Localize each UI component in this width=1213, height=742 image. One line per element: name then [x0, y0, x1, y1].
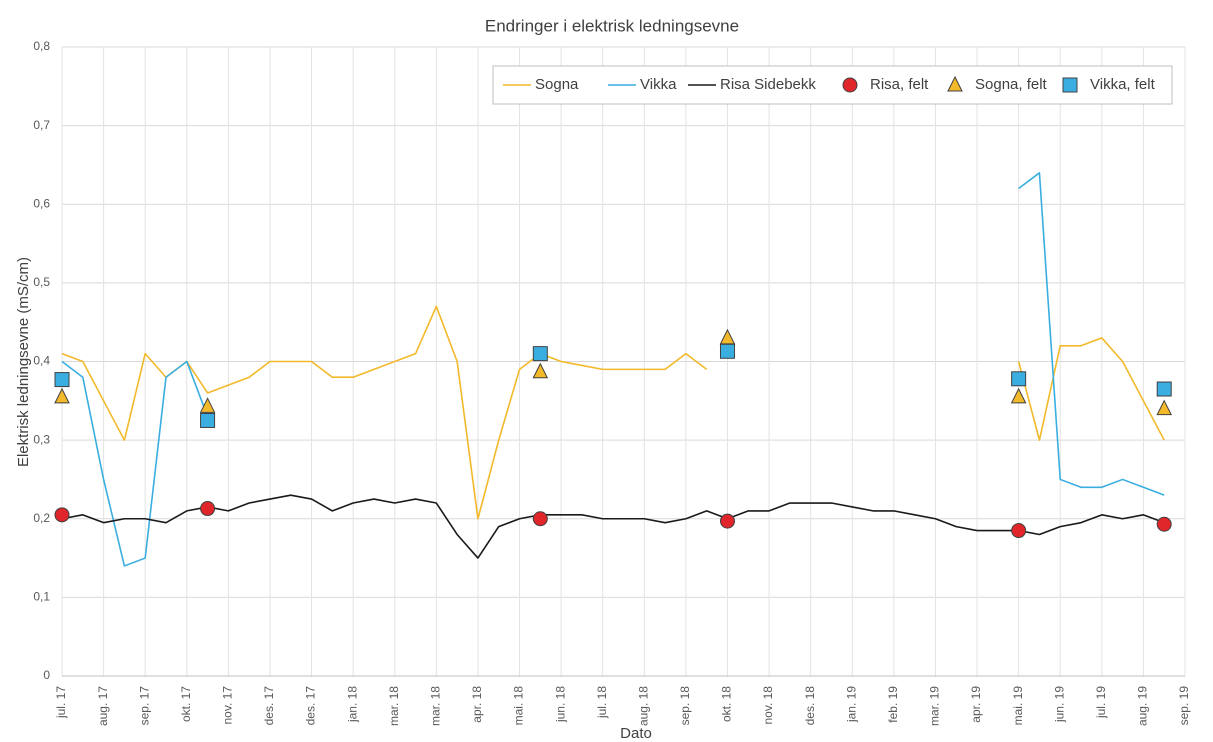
x-axis-title: Dato — [620, 725, 652, 742]
legend-swatch — [1062, 77, 1078, 93]
x-tick-label: aug. 17 — [96, 686, 110, 726]
x-tick-label: feb. 19 — [886, 686, 900, 723]
legend-label: Vikka — [640, 76, 677, 93]
y-axis-title: Elektrisk ledningsevne (mS/cm) — [15, 257, 32, 467]
point — [1011, 523, 1027, 539]
x-tick-label: jan. 19 — [844, 686, 858, 723]
point — [200, 412, 216, 428]
legend-box — [492, 65, 1173, 105]
x-tick-label: jun. 19 — [1052, 686, 1066, 723]
chart-title: Endringer i elektrisk ledningsevne — [485, 16, 739, 35]
x-tick-label: mai. 18 — [512, 686, 526, 726]
legend: Sogna Vikka Risa Sidebekk Risa, felt Sogna, … — [492, 65, 1173, 105]
legend-swatch — [842, 77, 858, 93]
y-tick-label: 0,3 — [33, 432, 50, 446]
legend-label: Risa Sidebekk — [720, 76, 816, 93]
x-tick-label: aug. 18 — [636, 686, 650, 726]
x-tick-label: aug. 19 — [1136, 686, 1150, 726]
legend-label: Sogna — [535, 76, 579, 93]
point — [1156, 381, 1172, 397]
point — [532, 346, 548, 362]
x-tick-label: mar. 18 — [387, 686, 401, 726]
x-tick-label: des. 17 — [262, 686, 276, 726]
point — [54, 507, 70, 523]
x-tick-label: sep. 19 — [1177, 686, 1191, 726]
x-tick-label: nov. 18 — [761, 686, 775, 725]
series-line — [61, 360, 209, 567]
point — [719, 513, 735, 529]
x-tick-label: sep. 18 — [678, 686, 692, 726]
point — [719, 343, 735, 359]
point — [1011, 371, 1027, 387]
x-tick-label: jun. 18 — [553, 686, 567, 723]
x-tick-label: jan. 18 — [345, 686, 359, 723]
x-tick-label: okt. 17 — [179, 686, 193, 722]
plot-area — [54, 172, 1173, 567]
y-tick-label: 0,8 — [33, 39, 50, 53]
y-tick-label: 0,6 — [33, 196, 50, 210]
series-line — [61, 494, 1165, 559]
x-tick-label: apr. 18 — [470, 686, 484, 723]
y-tick-label: 0,1 — [33, 590, 50, 604]
y-tick-label: 0 — [43, 668, 50, 682]
y-tick-label: 0,4 — [33, 354, 50, 368]
point — [532, 511, 548, 527]
x-tick-label: mar. 19 — [928, 686, 942, 726]
point — [54, 387, 70, 404]
y-tick-label: 0,7 — [33, 118, 50, 132]
x-tick-label: okt. 18 — [720, 686, 734, 722]
point — [199, 397, 216, 413]
grid: 0 0,1 0,2 0,3 0,4 0,5 0,6 0,7 0,8 jul. 17 aug. 17 s… — [33, 39, 1191, 726]
legend-label: Vikka, felt — [1090, 76, 1156, 93]
x-tick-label: des. 17 — [304, 686, 318, 726]
point — [1010, 387, 1027, 404]
y-tick-label: 0,5 — [33, 275, 50, 289]
x-tick-label: apr. 19 — [969, 686, 983, 723]
x-tick-label: jul. 17 — [54, 686, 68, 719]
x-tick-label: mai. 19 — [1011, 686, 1025, 726]
point — [1156, 399, 1173, 416]
x-tick-label: mar. 18 — [429, 686, 443, 726]
legend-label: Risa, felt — [870, 76, 929, 93]
x-tick-label: jul. 19 — [1094, 686, 1108, 719]
point — [54, 372, 70, 388]
x-tick-label: nov. 17 — [221, 686, 235, 725]
point — [532, 362, 549, 379]
y-tick-label: 0,2 — [33, 511, 50, 525]
x-tick-label: sep. 17 — [137, 686, 151, 726]
point — [200, 501, 216, 517]
point — [1156, 516, 1172, 532]
series-line — [1018, 172, 1165, 496]
x-tick-label: jul. 18 — [595, 686, 609, 719]
legend-label: Sogna, felt — [975, 76, 1048, 93]
series-line — [1017, 337, 1165, 441]
legend-swatch — [947, 75, 963, 92]
x-tick-label: des. 18 — [803, 686, 817, 726]
